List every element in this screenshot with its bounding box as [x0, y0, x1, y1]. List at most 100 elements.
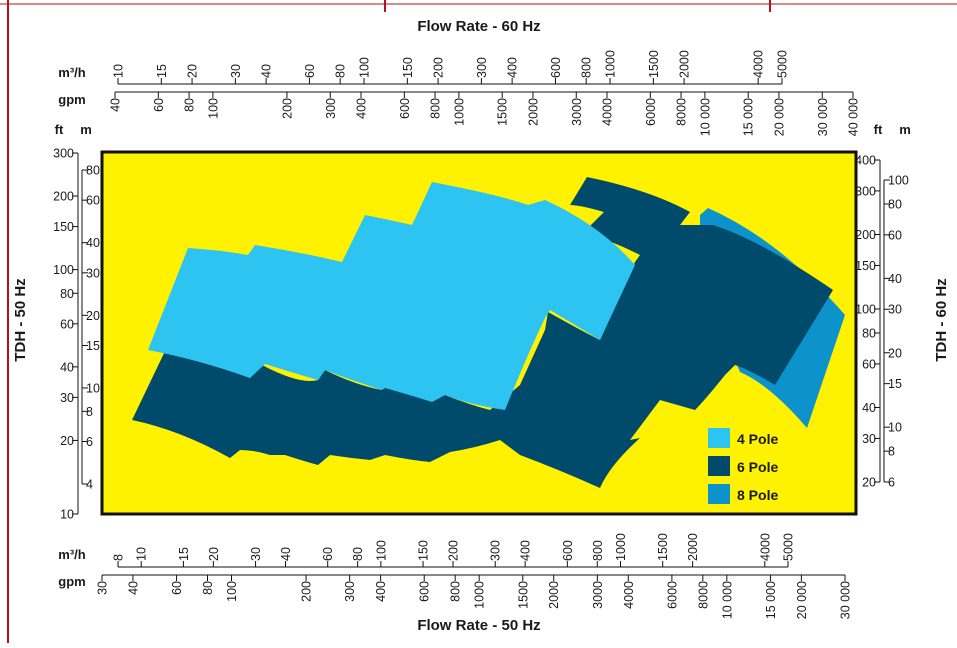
- coverage-regions: [132, 177, 845, 488]
- top-m3h-tick-label: 30: [229, 64, 243, 78]
- legend-swatch-4-pole: [708, 428, 730, 448]
- left-ft-tick-label: 60: [60, 317, 74, 331]
- bottom-m3h-tick-label: 5000: [782, 533, 796, 561]
- bottom-m3h-tick-label: 20: [207, 547, 221, 561]
- top-gpm-tick-label: 40 000: [847, 98, 861, 136]
- legend-label-4-pole: 4 Pole: [737, 431, 778, 447]
- left-ft-tick-label: 20: [60, 434, 74, 448]
- right-m-tick-label: 8: [888, 445, 895, 459]
- top-m3h-tick-label: 100: [358, 57, 372, 78]
- left-ft-tick-label: 40: [60, 360, 74, 374]
- bottom-gpm-tick-label: 2000: [547, 581, 561, 609]
- top-m3h-tick-label: 800: [580, 57, 594, 78]
- bottom-gpm-tick-label: 30: [96, 581, 110, 595]
- bottom-gpm-tick-label: 1000: [473, 581, 487, 609]
- bottom-m3h-tick-label: 400: [519, 540, 533, 561]
- right-ft-tick-label: 150: [855, 259, 876, 273]
- bottom-m3h-tick-label: 8: [112, 554, 126, 561]
- top-gpm-axis: 40 60 80 100 200 300 400 600 800 1000 1500 2000 3000…: [109, 91, 861, 136]
- right-ft-tick-label: 300: [855, 184, 876, 198]
- bottom-gpm-tick-label: 100: [225, 581, 239, 602]
- bottom-gpm-tick-label: 30 000: [839, 581, 853, 619]
- top-m3h-tick-label: 200: [432, 57, 446, 78]
- top-m3h-tick-label: 20: [186, 64, 200, 78]
- bottom-m3h-tick-label: 10: [135, 547, 149, 561]
- left-ft-tick-label: 80: [60, 287, 74, 301]
- top-m3h-unit: m³/h: [58, 65, 86, 80]
- bottom-m3h-tick-label: 60: [321, 547, 335, 561]
- bottom-gpm-tick-label: 80: [201, 581, 215, 595]
- top-gpm-tick-label: 300: [324, 98, 338, 119]
- left-m-unit: m: [80, 122, 92, 137]
- top-gpm-tick-label: 100: [206, 98, 220, 119]
- right-m-tick-label: 60: [888, 228, 902, 242]
- left-ft-axis: 300 200 150 100 80 60 40 30 20 10: [53, 147, 79, 522]
- top-gpm-tick-label: 4000: [601, 98, 615, 126]
- legend: 4 Pole 6 Pole 8 Pole: [708, 428, 778, 504]
- bottom-gpm-tick-label: 300: [343, 581, 357, 602]
- top-m3h-tick-label: 400: [506, 57, 520, 78]
- left-ft-tick-label: 150: [53, 220, 74, 234]
- right-m-tick-label: 20: [888, 346, 902, 360]
- bottom-m3h-tick-label: 800: [591, 540, 605, 561]
- top-m3h-tick-label: 60: [303, 64, 317, 78]
- bottom-gpm-tick-label: 800: [449, 581, 463, 602]
- top-gpm-tick-label: 3000: [570, 98, 584, 126]
- top-gpm-tick-label: 10 000: [698, 98, 712, 136]
- left-ft-tick-label: 300: [53, 147, 74, 161]
- bottom-gpm-tick-label: 4000: [622, 581, 636, 609]
- left-axis-title: TDH - 50 Hz: [12, 278, 29, 361]
- right-ft-tick-label: 100: [855, 303, 876, 317]
- left-m-tick-label: 40: [86, 236, 100, 250]
- bottom-gpm-tick-label: 8000: [696, 581, 710, 609]
- bottom-gpm-tick-label: 200: [300, 581, 314, 602]
- bottom-m3h-tick-label: 40: [279, 547, 293, 561]
- top-m3h-tick-label: 2000: [678, 50, 692, 78]
- top-m3h-axis: 10 15 20 30 40 60 80 100 150 200 300 400 600 800 1000 1…: [112, 50, 790, 85]
- top-gpm-tick-label: 200: [280, 98, 294, 119]
- right-m-tick-label: 100: [888, 174, 909, 188]
- top-gpm-tick-label: 30 000: [816, 98, 830, 136]
- bottom-m3h-tick-label: 2000: [686, 533, 700, 561]
- left-m-tick-label: 60: [86, 194, 100, 208]
- top-gpm-tick-label: 80: [183, 98, 197, 112]
- top-gpm-tick-label: 15 000: [742, 98, 756, 136]
- bottom-m3h-tick-label: 1500: [656, 533, 670, 561]
- left-m-tick-label: 8: [86, 405, 93, 419]
- top-m3h-tick-label: 150: [401, 57, 415, 78]
- legend-label-8-pole: 8 Pole: [737, 487, 778, 503]
- right-m-tick-label: 80: [888, 197, 902, 211]
- right-m-tick-label: 30: [888, 303, 902, 317]
- legend-label-6-pole: 6 Pole: [737, 459, 778, 475]
- top-m3h-tick-label: 10: [112, 64, 126, 78]
- bottom-m3h-tick-label: 4000: [758, 533, 772, 561]
- left-ft-tick-label: 10: [60, 508, 74, 522]
- bottom-m3h-axis: 8 10 15 20 30 40 60 80 100 150 200 300 400 600 800 1000…: [112, 533, 796, 568]
- top-m3h-tick-label: 4000: [752, 50, 766, 78]
- top-m3h-tick-label: 300: [475, 57, 489, 78]
- top-m3h-tick-label: 1500: [647, 50, 661, 78]
- left-m-tick-label: 10: [86, 381, 100, 395]
- top-gpm-tick-label: 800: [429, 98, 443, 119]
- bottom-gpm-tick-label: 20 000: [795, 581, 809, 619]
- right-m-tick-label: 6: [888, 476, 895, 490]
- top-gpm-tick-label: 8000: [675, 98, 689, 126]
- bottom-gpm-tick-label: 15 000: [764, 581, 778, 619]
- legend-swatch-6-pole: [708, 456, 730, 476]
- bottom-m3h-unit: m³/h: [58, 547, 86, 562]
- top-m3h-tick-label: 40: [260, 64, 274, 78]
- bottom-m3h-tick-label: 300: [489, 540, 503, 561]
- right-ft-tick-label: 30: [862, 432, 876, 446]
- legend-swatch-8-pole: [708, 484, 730, 504]
- top-axis-title: Flow Rate - 60 Hz: [417, 18, 540, 35]
- region-6-pole: [132, 177, 833, 488]
- left-ft-unit: ft: [55, 122, 64, 137]
- bottom-gpm-axis: 30 40 60 80 100 200 300 400 600 800 1000 1500 2000 30…: [96, 574, 853, 619]
- right-ft-tick-label: 60: [862, 357, 876, 371]
- bottom-m3h-tick-label: 200: [447, 540, 461, 561]
- left-m-tick-label: 15: [86, 339, 100, 353]
- bottom-m3h-tick-label: 150: [417, 540, 431, 561]
- bottom-m3h-tick-label: 100: [374, 540, 388, 561]
